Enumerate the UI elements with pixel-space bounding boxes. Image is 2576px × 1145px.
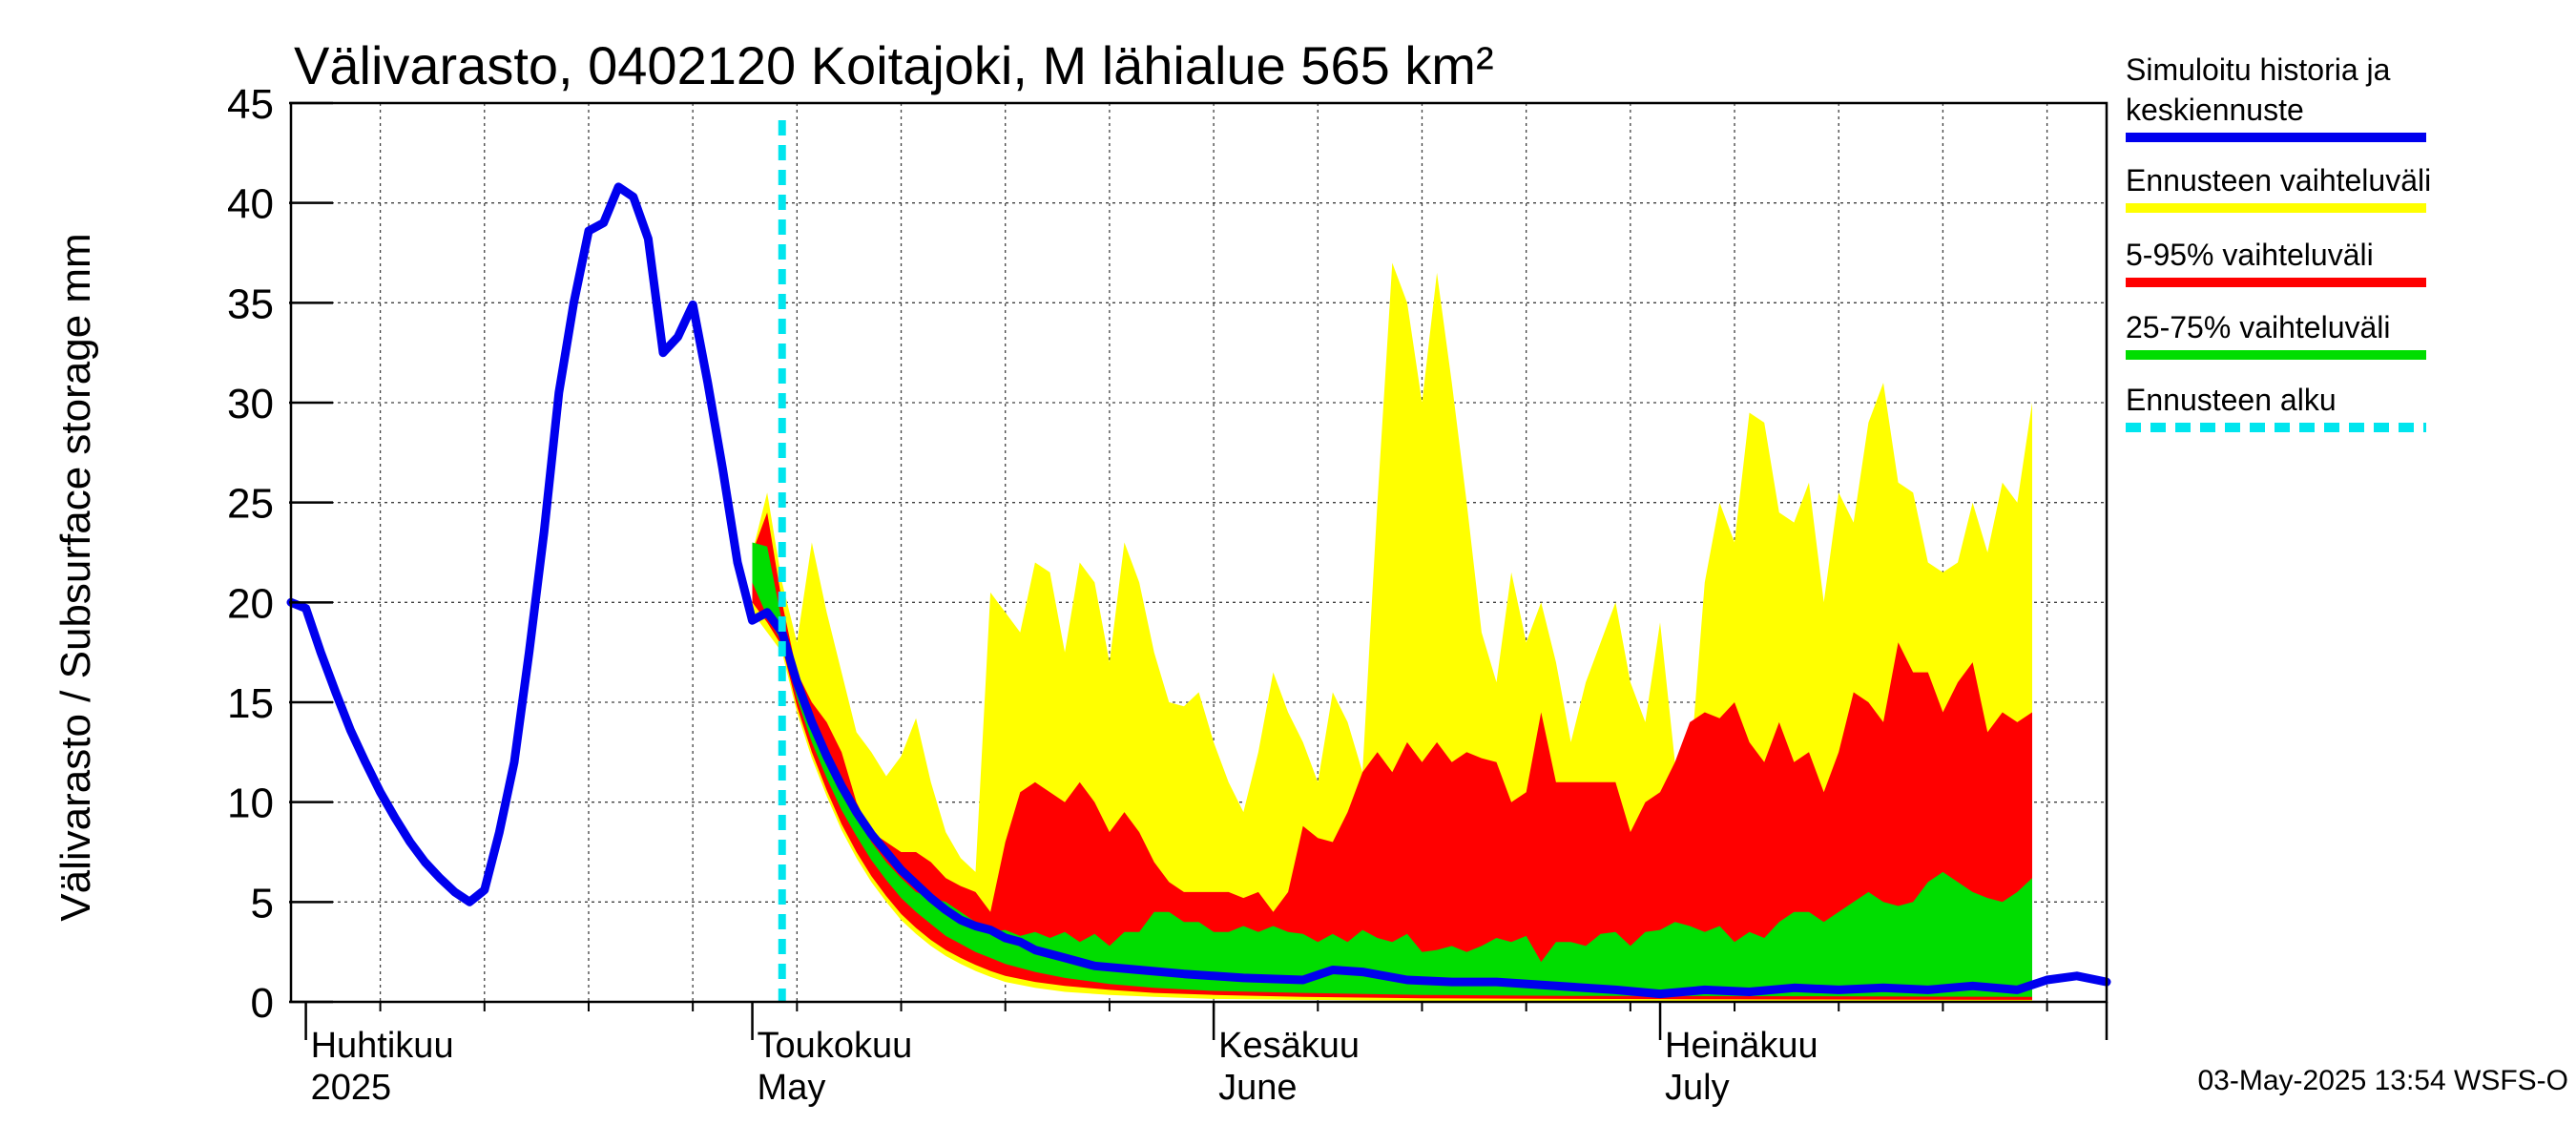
y-tick-label: 40 — [227, 181, 274, 228]
y-tick-label: 15 — [227, 680, 274, 727]
bands — [752, 262, 2032, 1002]
month-sublabel: July — [1665, 1068, 1730, 1108]
y-tick-label: 30 — [227, 381, 274, 427]
y-tick-label: 20 — [227, 580, 274, 627]
month-sublabel: 2025 — [311, 1068, 392, 1108]
plot-frame — [289, 101, 2109, 1004]
band-2 — [752, 512, 2032, 1000]
month-label: Toukokuu — [758, 1026, 913, 1066]
month-label: Huhtikuu — [311, 1026, 454, 1066]
y-tick-label: 35 — [227, 281, 274, 327]
axes — [289, 101, 2109, 1040]
legend-label-line2: keskiennuste — [2126, 93, 2304, 127]
legend-label: Ennusteen alku — [2126, 383, 2337, 417]
history-line-layer — [286, 182, 2111, 999]
y-tick-label: 25 — [227, 481, 274, 528]
y-tick-labels: 0 5 10 15 20 25 30 35 40 45 — [227, 81, 274, 1027]
y-tick-label: 5 — [251, 880, 274, 926]
legend-label: Ennusteen vaihteluväli — [2126, 163, 2431, 198]
legend-label: Simuloitu historia ja — [2126, 52, 2391, 87]
month-sublabel: June — [1218, 1068, 1297, 1108]
y-tick-label: 0 — [251, 980, 274, 1027]
month-sublabel: May — [758, 1068, 826, 1108]
band-3 — [752, 542, 2032, 997]
month-label: Heinäkuu — [1665, 1026, 1818, 1066]
y-axis-label: Välivarasto / Subsurface storage mm — [52, 233, 99, 921]
history-line — [286, 182, 2111, 999]
y-tick-label: 10 — [227, 781, 274, 827]
timestamp: 03-May-2025 13:54 WSFS-O — [2198, 1065, 2569, 1096]
legend: Simuloitu historia ja keskiennuste Ennuste… — [2126, 52, 2431, 432]
legend-label: 25-75% vaihteluväli — [2126, 310, 2391, 344]
legend-label: 5-95% vaihteluväli — [2126, 238, 2374, 272]
month-label: Kesäkuu — [1218, 1026, 1360, 1066]
y-tick-label: 45 — [227, 81, 274, 128]
chart-title: Välivarasto, 0402120 Koitajoki, M lähial… — [294, 35, 1494, 95]
